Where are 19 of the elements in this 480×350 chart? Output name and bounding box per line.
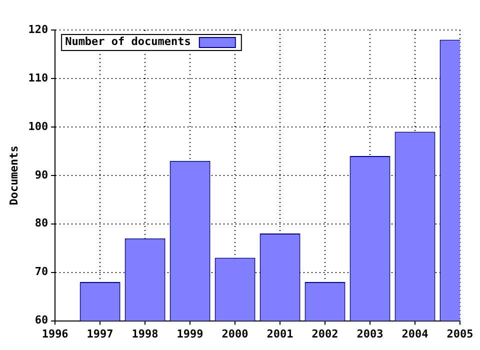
x-tick-label: 2000 [222, 327, 248, 340]
x-tick-label: 1999 [176, 327, 204, 340]
x-tick-label: 1998 [132, 327, 158, 340]
x-tick-label: 1997 [86, 327, 114, 340]
y-tick-label: 70 [34, 265, 48, 278]
x-tick-label: 2002 [312, 327, 338, 340]
y-tick-label: 90 [34, 168, 48, 182]
x-tick-label: 2004 [402, 327, 429, 340]
y-axis-title: Documents [7, 146, 20, 206]
x-tick-label: 2001 [266, 327, 294, 340]
legend-label: Number of documents [65, 34, 191, 48]
y-tick-label: 80 [34, 216, 48, 230]
y-tick-label: 100 [28, 120, 48, 133]
x-tick-label: 2005 [446, 327, 474, 340]
y-tick-label: 60 [34, 314, 48, 327]
x-tick-label: 2003 [356, 327, 384, 340]
x-tick-label: 1996 [42, 327, 69, 340]
y-tick-label: 110 [28, 71, 48, 84]
y-tick-label: 120 [28, 22, 48, 36]
